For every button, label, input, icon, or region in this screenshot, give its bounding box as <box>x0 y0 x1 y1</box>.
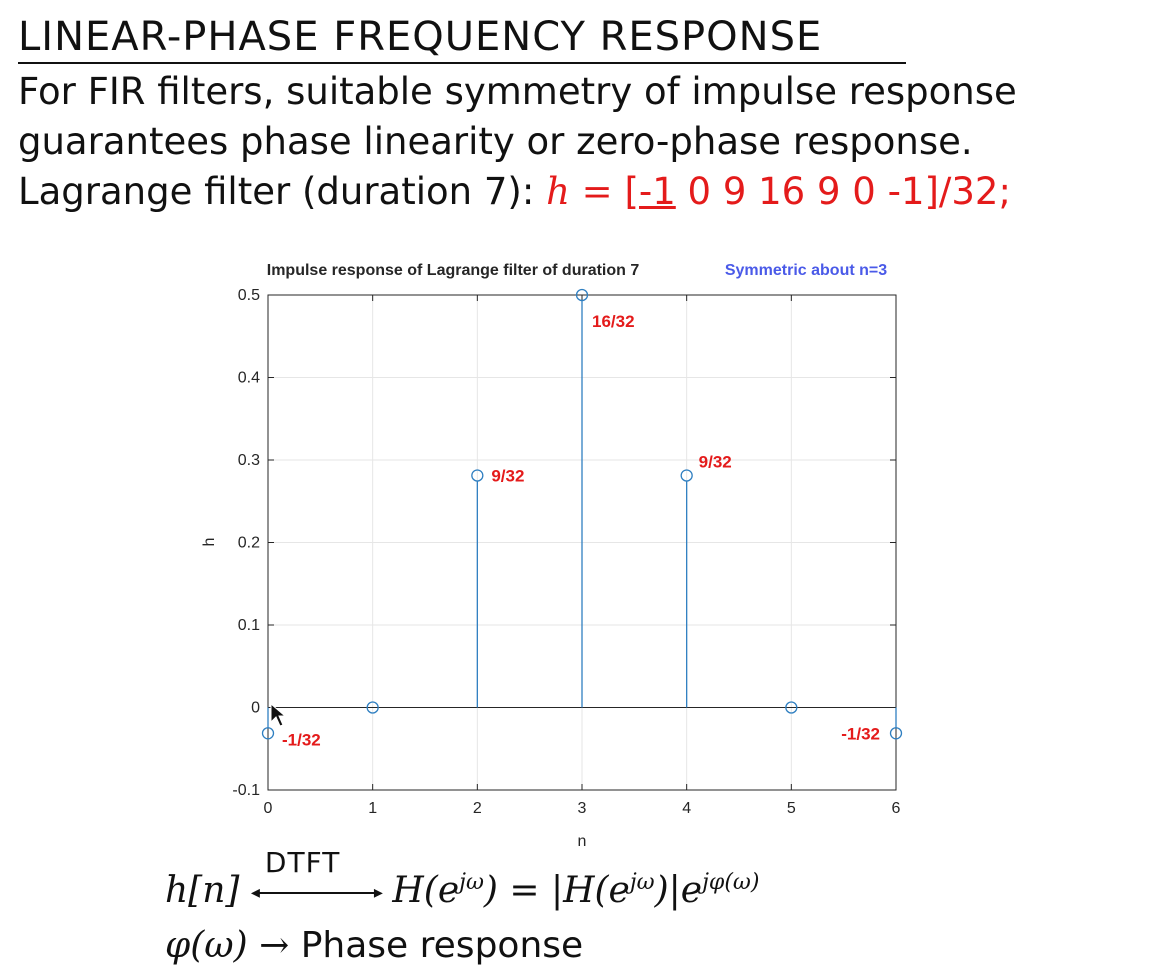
stem-marker <box>575 288 589 302</box>
lagrange-label: Lagrange filter (duration 7): <box>18 170 535 213</box>
x-tick-label: 6 <box>892 800 901 817</box>
h-symbol: h <box>546 170 570 213</box>
x-tick-label: 3 <box>578 800 587 817</box>
lagrange-line: Lagrange filter (duration 7): h = [-1 0 … <box>18 170 1011 213</box>
x-tick-label: 1 <box>368 800 377 817</box>
x-ticks: 0 1 2 3 4 5 6 <box>264 295 901 817</box>
dtft-label: DTFT <box>264 846 341 879</box>
stem-marker <box>261 727 275 740</box>
y-axis-label: h <box>201 538 218 547</box>
x-axis-label: n <box>578 833 587 850</box>
slide-title: LINEAR-PHASE FREQUENCY RESPONSE <box>18 14 906 64</box>
x-tick-label: 5 <box>787 800 796 817</box>
data-annotation: -1/32 <box>282 730 321 749</box>
y-tick-label: 0.3 <box>238 452 260 469</box>
formula-rhs-3: )|e <box>654 870 703 911</box>
stem-marker <box>471 469 484 482</box>
phi-lhs: φ(ω) → <box>165 925 290 966</box>
stem-marker <box>680 469 693 482</box>
mouse-cursor-icon <box>270 702 287 727</box>
x-tick-label: 2 <box>473 800 482 817</box>
stems <box>261 288 903 740</box>
x-tick-label: 4 <box>682 800 691 817</box>
dtft-formula: h[n] DTFT ◂ ▸ H(ejω) = |H(ejω)|ejφ(ω) <box>165 846 760 911</box>
stem-marker <box>889 727 903 740</box>
data-annotation: 9/32 <box>491 466 524 485</box>
y-tick-label: 0.1 <box>238 617 260 634</box>
h-remaining-coefficients: 0 9 16 9 0 -1]/32; <box>675 170 1011 213</box>
intro-line-1: For FIR filters, suitable symmetry of im… <box>18 70 1017 113</box>
chart-title: Impulse response of Lagrange filter of d… <box>267 262 640 279</box>
symmetry-note: Symmetric about n=3 <box>725 262 887 279</box>
phase-formula: φ(ω) → Phase response <box>165 925 583 966</box>
data-annotation: 9/32 <box>699 452 732 471</box>
phase-response-label: Phase response <box>300 925 584 966</box>
formula-rhs-exp-3: jφ(ω) <box>702 870 760 895</box>
y-tick-label: 0.5 <box>238 287 260 304</box>
formula-rhs-2: ) = |H(e <box>483 870 630 911</box>
equals-sign: = <box>581 170 613 213</box>
annotations: -1/32 9/32 16/32 9/32 -1/32 <box>282 312 880 749</box>
y-ticks: -0.1 0 0.1 0.2 0.3 0.4 0.5 <box>232 287 896 799</box>
formula-rhs-exp-2: jω <box>629 870 655 895</box>
stem-marker <box>366 701 379 714</box>
formula-lhs: h[n] <box>165 870 240 911</box>
y-tick-label: 0 <box>251 700 260 717</box>
data-annotation: 16/32 <box>592 312 635 331</box>
h-first-coefficient: [-1 <box>624 170 676 213</box>
y-tick-label: 0.4 <box>238 370 260 387</box>
formula-rhs-exp-1: jω <box>459 870 484 895</box>
formula-rhs-1: H(e <box>392 870 460 911</box>
stem-marker <box>785 701 798 714</box>
right-arrow-icon: ▸ <box>373 882 383 903</box>
dtft-arrow: DTFT ◂ ▸ <box>250 846 383 908</box>
data-annotation: -1/32 <box>841 724 880 743</box>
intro-line-2: guarantees phase linearity or zero-phase… <box>18 120 973 163</box>
left-arrow-icon: ◂ <box>250 882 260 903</box>
x-tick-label: 0 <box>264 800 273 817</box>
y-tick-label: 0.2 <box>238 535 260 552</box>
y-tick-label: -0.1 <box>232 782 260 799</box>
